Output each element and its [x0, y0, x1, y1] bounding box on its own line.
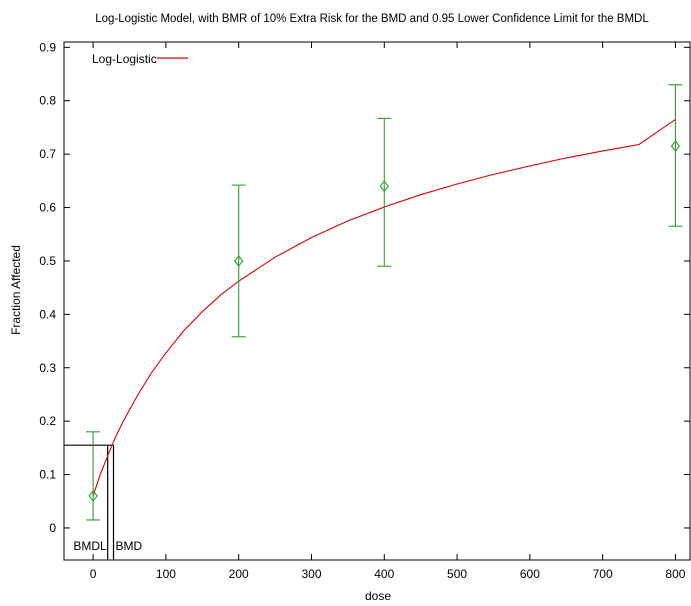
legend: Log-Logistic — [92, 52, 188, 66]
y-tick-label: 0.5 — [39, 254, 56, 268]
data-layer — [86, 84, 683, 521]
y-tick-label: 0 — [49, 521, 56, 535]
bmd-label: BMD — [115, 539, 142, 553]
y-tick-label: 0.8 — [39, 94, 56, 108]
observed-point — [377, 117, 392, 267]
data-point-marker — [670, 140, 681, 153]
ticks-layer: 0 100 200 300 400 500 600 700 800 0 0.1 0.2 0.3 0.4 0.… — [39, 40, 690, 581]
legend-label: Log-Logistic — [92, 52, 157, 66]
y-tick-label: 0.4 — [39, 307, 56, 321]
x-tick-label: 0 — [90, 567, 97, 581]
y-tick-label: 0.1 — [39, 468, 56, 482]
y-tick-label: 0.2 — [39, 414, 56, 428]
x-axis-label: dose — [365, 589, 391, 603]
y-tick-label: 0.3 — [39, 361, 56, 375]
model-curve — [92, 118, 676, 497]
observed-point — [668, 84, 683, 227]
data-point-marker — [233, 255, 244, 267]
observed-point — [86, 431, 101, 521]
x-tick-label: 800 — [665, 567, 685, 581]
observed-point — [231, 184, 246, 338]
data-point-marker — [379, 180, 389, 193]
chart-title: Log-Logistic Model, with BMR of 10% Extr… — [95, 13, 649, 25]
x-tick-label: 300 — [301, 567, 321, 581]
data-point-marker — [88, 490, 98, 502]
y-tick-label: 0.7 — [39, 147, 56, 161]
y-axis-label: Fraction Affected — [9, 245, 23, 335]
bmdl-label: BMDL — [73, 539, 107, 553]
annotation-layer: BMDL BMD — [64, 444, 142, 560]
x-tick-label: 500 — [447, 567, 467, 581]
y-tick-label: 0.6 — [39, 201, 56, 215]
x-tick-label: 700 — [593, 567, 613, 581]
plot-frame — [63, 41, 691, 561]
y-tick-label: 0.9 — [39, 40, 56, 54]
x-tick-label: 600 — [520, 567, 540, 581]
x-tick-label: 100 — [156, 567, 176, 581]
x-tick-label: 400 — [374, 567, 394, 581]
x-tick-label: 200 — [229, 567, 249, 581]
